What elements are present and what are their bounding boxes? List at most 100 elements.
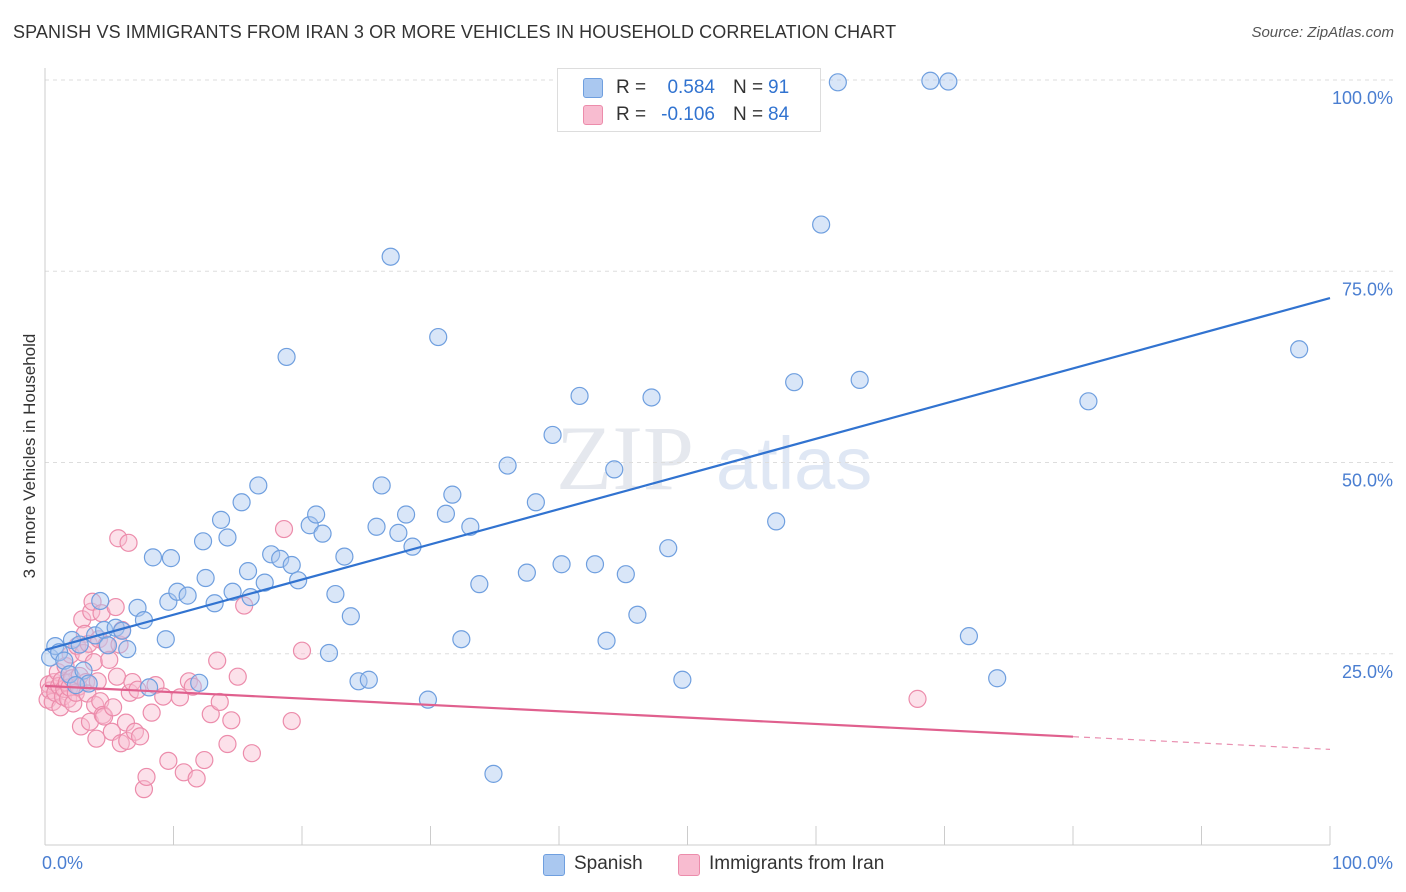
spanish-point [828,73,847,92]
spanish-trend-line [44,296,1331,651]
spanish-point [812,215,831,234]
axes [44,68,1331,846]
spanish-point [218,528,237,547]
spanish-points [41,71,1309,783]
iran-point [222,711,241,730]
stats-legend-row-spanish: R = 0.584 N = 91 [558,75,820,101]
watermark-zip: ZIP [556,407,694,509]
spanish-point [335,547,354,566]
spanish-r-value: 0.584 [667,77,715,98]
iran-point [218,734,237,754]
y-tick-label: 50.0% [1342,471,1393,491]
spanish-point [159,592,178,611]
iran-swatch [583,105,603,125]
spanish-point [178,586,197,605]
watermark: ZIP atlas [556,407,872,509]
spanish-point [517,563,536,582]
spanish-point [570,386,589,406]
spanish-n-value: 91 [768,77,790,98]
iran-point [274,519,294,539]
iran-trend-line [44,684,1074,738]
spanish-point [436,504,456,523]
iran-r-label: R = [616,104,647,125]
iran-point [119,533,138,552]
spanish-legend-label: Spanish [574,853,643,874]
spanish-point [605,460,624,479]
spanish-point [367,517,386,536]
stats-legend-row-iran: R = -0.106 N = 84 [558,102,820,128]
iran-trend-line-dashed [1072,736,1331,750]
spanish-point [319,643,339,663]
x-tick-label: 0.0% [42,853,83,873]
trend-lines [44,296,1331,750]
spanish-point [484,764,503,783]
spanish-point [616,565,635,584]
spanish-point [659,539,678,558]
spanish-point [1079,392,1098,411]
spanish-point [168,582,187,601]
iran-point [187,769,206,788]
iran-point [87,729,106,748]
spanish-point [372,476,391,495]
x-tick-labels: 0.0% 100.0% [42,853,1393,873]
spanish-point [850,370,869,389]
spanish-point [307,505,326,524]
spanish-point [98,636,118,655]
spanish-point [118,640,137,659]
iran-point [242,744,261,763]
y-tick-label: 25.0% [1342,662,1393,682]
spanish-point [196,568,215,588]
spanish-point [271,549,290,568]
iran-point [64,694,83,713]
spanish-point [211,510,231,529]
iran-n-value: 84 [768,104,790,125]
iran-point [208,651,227,670]
spanish-point [262,545,281,564]
stats-legend: R = 0.584 N = 91 R = -0.106 N = 84 [557,68,821,132]
spanish-point [988,669,1007,688]
x-tick-label: 100.0% [1332,853,1393,873]
spanish-point [193,532,213,551]
spanish-point [921,71,940,90]
spanish-point [326,584,345,604]
spanish-point [341,607,360,626]
iran-point [109,529,128,548]
iran-point [137,767,156,787]
iran-point [107,667,127,686]
y-tick-label: 75.0% [1342,279,1393,299]
spanish-point [190,673,209,692]
spanish-point [461,517,480,536]
spanish-point [143,548,163,567]
spanish-point [429,327,448,347]
spanish-point [161,549,181,568]
spanish-r-label: R = [616,77,647,98]
spanish-point [60,665,79,684]
spanish-point [359,670,378,689]
spanish-point [526,493,545,512]
iran-point [130,727,150,746]
spanish-point [381,247,400,266]
spanish-point [498,456,517,475]
iran-point [106,597,125,617]
iran-legend-label: Immigrants from Iran [709,853,885,874]
spanish-point [452,630,471,649]
spanish-legend-swatch [543,854,565,876]
iran-point [201,705,220,724]
spanish-point [543,425,562,445]
iran-point [210,692,229,712]
iran-point [292,641,312,660]
y-axis-title: 3 or more Vehicles in Household [20,334,39,579]
spanish-point [282,555,301,575]
y-tick-labels: 100.0% 75.0% 50.0% 25.0% [1332,88,1393,682]
spanish-point [1290,340,1309,359]
iran-r-value: -0.106 [661,104,715,125]
spanish-n-label: N = [733,77,764,98]
chart-source: Source: ZipAtlas.com [1251,24,1394,41]
iran-point [71,717,91,736]
spanish-point [277,347,296,367]
spanish-point [313,524,332,543]
spanish-point [223,582,242,601]
iran-point [104,698,123,717]
